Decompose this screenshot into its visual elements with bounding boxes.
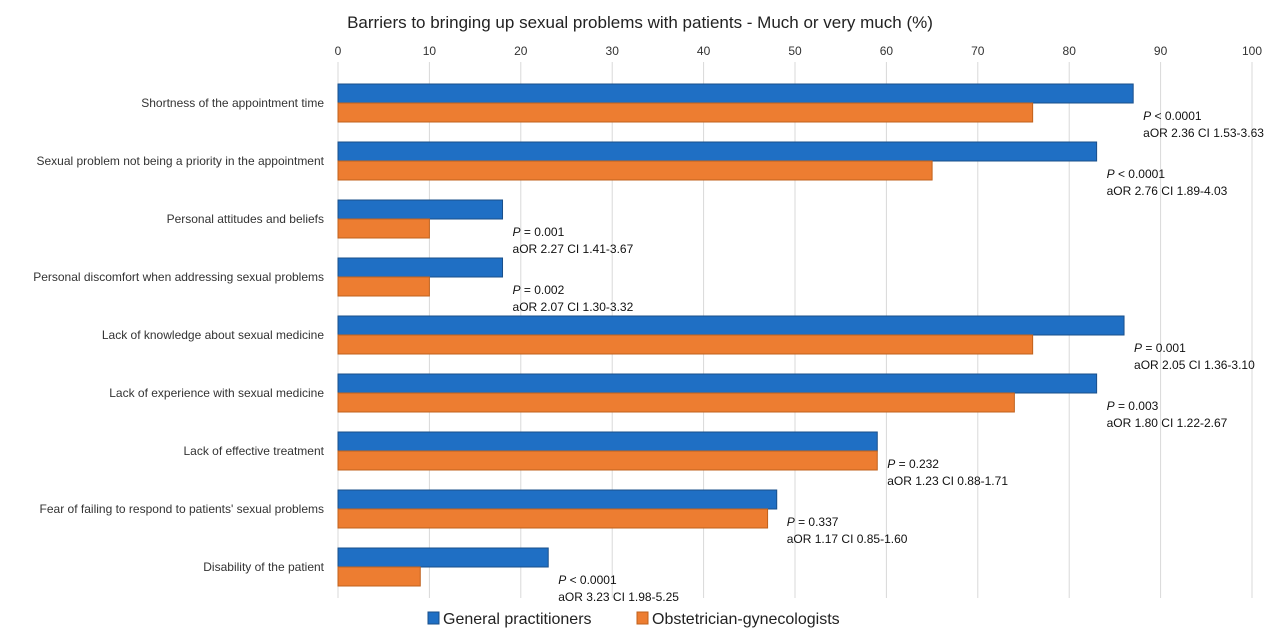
bar-obstetrician-gynecologists: [337, 566, 421, 587]
x-tick-label: 40: [697, 44, 711, 58]
p-value-annotation: P < 0.0001: [1107, 167, 1166, 181]
bar-obstetrician-gynecologists: [337, 392, 1015, 413]
chart-title: Barriers to bringing up sexual problems …: [347, 13, 933, 32]
bar-general-practitioners: [337, 257, 504, 278]
p-value-annotation: P = 0.232: [887, 457, 939, 471]
bar-general-practitioners: [337, 373, 1098, 394]
category-label: Lack of effective treatment: [183, 444, 324, 458]
aor-annotation: aOR 2.07 CI 1.30-3.32: [513, 300, 634, 314]
aor-annotation: aOR 3.23 CI 1.98-5.25: [558, 590, 679, 604]
aor-annotation: aOR 2.76 CI 1.89-4.03: [1107, 184, 1228, 198]
x-tick-label: 20: [514, 44, 528, 58]
bar-obstetrician-gynecologists: [337, 508, 769, 529]
bar-obstetrician-gynecologists: [337, 218, 430, 239]
bar-general-practitioners: [337, 83, 1134, 104]
bar-obstetrician-gynecologists: [337, 276, 430, 297]
p-value-annotation: P = 0.003: [1107, 399, 1159, 413]
bar-general-practitioners: [337, 199, 504, 220]
bar-obstetrician-gynecologists: [337, 160, 933, 181]
aor-annotation: aOR 2.36 CI 1.53-3.63: [1143, 126, 1264, 140]
legend-general-practitioners-label: General practitioners: [443, 611, 592, 628]
category-labels: Shortness of the appointment time Sexual …: [33, 96, 324, 574]
bar-general-practitioners: [337, 489, 778, 510]
bar-obstetrician-gynecologists: [337, 334, 1034, 355]
bar-obstetrician-gynecologists: [337, 102, 1034, 123]
legend: General practitioners Obstetrician-gyneco…: [427, 611, 840, 628]
legend-obstetrician-gynecologists-label: Obstetrician-gynecologists: [652, 611, 840, 628]
category-label: Disability of the patient: [203, 560, 324, 574]
aor-annotation: aOR 2.27 CI 1.41-3.67: [513, 242, 634, 256]
bar-general-practitioners: [337, 431, 878, 452]
category-label: Personal discomfort when addressing sexu…: [33, 270, 324, 284]
aor-annotation: aOR 2.05 CI 1.36-3.10: [1134, 358, 1255, 372]
p-value-annotation: P = 0.337: [787, 515, 839, 529]
x-tick-label: 100: [1242, 44, 1262, 58]
aor-annotation: aOR 1.80 CI 1.22-2.67: [1107, 416, 1228, 430]
p-value-annotation: P = 0.001: [1134, 341, 1186, 355]
x-tick-label: 10: [423, 44, 437, 58]
x-axis-ticks: 0 10 20 30 40 50 60 70 80 90 100: [335, 44, 1263, 58]
x-tick-label: 70: [971, 44, 985, 58]
bar-general-practitioners: [337, 315, 1125, 336]
p-value-annotation: P < 0.0001: [558, 573, 617, 587]
x-tick-label: 90: [1154, 44, 1168, 58]
x-tick-label: 0: [335, 44, 342, 58]
p-value-annotation: P = 0.002: [513, 283, 565, 297]
bar-general-practitioners: [337, 141, 1098, 162]
x-tick-label: 50: [788, 44, 802, 58]
p-value-annotation: P = 0.001: [513, 225, 565, 239]
bar-obstetrician-gynecologists: [337, 450, 878, 471]
bars: [337, 83, 1134, 587]
category-label: Sexual problem not being a priority in t…: [36, 154, 324, 168]
category-label: Fear of failing to respond to patients' …: [40, 502, 324, 516]
category-label: Shortness of the appointment time: [141, 96, 324, 110]
legend-general-practitioners-swatch: [427, 611, 440, 625]
x-tick-label: 60: [880, 44, 894, 58]
aor-annotation: aOR 1.23 CI 0.88-1.71: [887, 474, 1008, 488]
aor-annotation: aOR 1.17 CI 0.85-1.60: [787, 532, 908, 546]
legend-obstetrician-gynecologists-swatch: [636, 611, 649, 625]
p-value-annotation: P < 0.0001: [1143, 109, 1202, 123]
category-label: Personal attitudes and beliefs: [167, 212, 324, 226]
category-label: Lack of experience with sexual medicine: [109, 386, 324, 400]
x-tick-label: 80: [1063, 44, 1077, 58]
bar-general-practitioners: [337, 547, 549, 568]
annotations: P < 0.0001 aOR 2.36 CI 1.53-3.63 P < 0.000…: [513, 109, 1265, 604]
x-tick-label: 30: [606, 44, 620, 58]
category-label: Lack of knowledge about sexual medicine: [102, 328, 324, 342]
